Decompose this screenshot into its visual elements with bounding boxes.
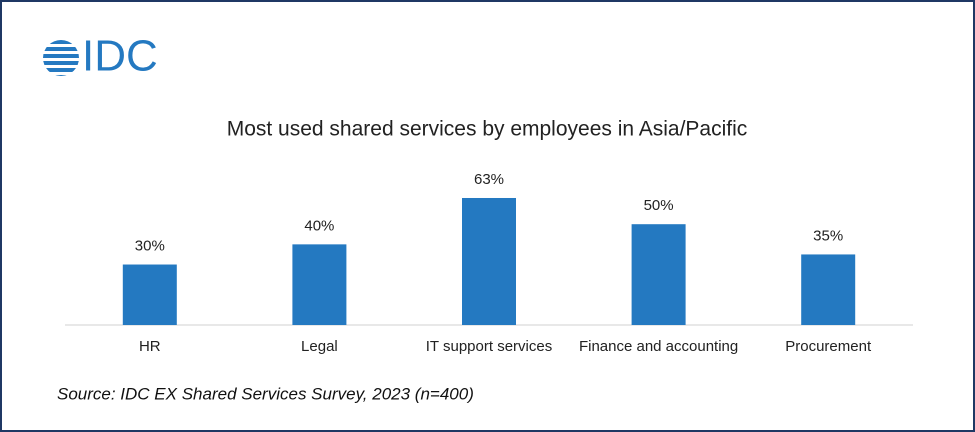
bar xyxy=(801,254,856,325)
x-tick-label: HR xyxy=(139,338,161,355)
logo-text: IDC xyxy=(82,32,158,81)
value-label: 30% xyxy=(135,237,165,254)
bar xyxy=(462,197,516,325)
value-label: 50% xyxy=(644,197,674,214)
x-tick-label: Finance and accounting xyxy=(579,338,738,355)
value-label: 40% xyxy=(304,217,334,234)
bar xyxy=(631,224,686,325)
chart-title: Most used shared services by employees i… xyxy=(227,118,748,141)
x-tick-label: Procurement xyxy=(785,338,872,355)
logo-icon xyxy=(43,40,79,76)
value-label: 35% xyxy=(813,227,843,244)
x-tick-label: Legal xyxy=(301,338,338,355)
bar xyxy=(292,244,347,325)
bar xyxy=(122,264,177,325)
value-label: 63% xyxy=(474,171,504,188)
x-tick-label: IT support services xyxy=(426,338,552,355)
source-note: Source: IDC EX Shared Services Survey, 2… xyxy=(57,384,474,403)
